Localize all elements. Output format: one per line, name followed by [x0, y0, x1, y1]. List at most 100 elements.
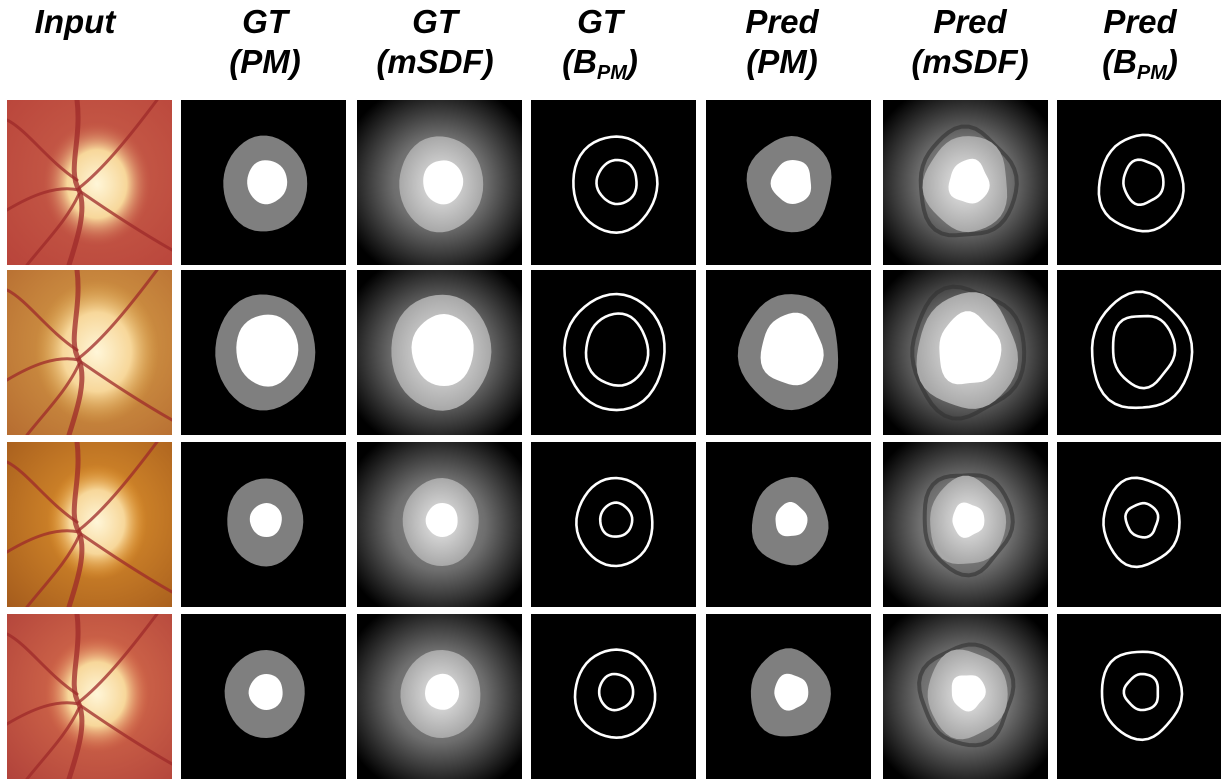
tile-sample-1-col5 — [706, 100, 871, 265]
boundary-background — [1057, 100, 1221, 265]
blood-vessel — [7, 632, 79, 696]
tile-sample-2-col5 — [706, 270, 871, 435]
tile-sample-2-col7 — [1057, 270, 1221, 435]
column-header-5: Pred (PM) — [692, 2, 872, 82]
tile-sample-1-col7 — [1057, 100, 1221, 265]
optic-disc-boundary — [573, 648, 657, 740]
blood-vessel — [25, 192, 81, 265]
optic-cup-distance — [411, 314, 474, 386]
optic-cup-distance — [425, 673, 460, 710]
column-header-closing-paren: ) — [626, 43, 638, 80]
optic-disc-boundary — [563, 292, 666, 412]
optic-cup-boundary — [1124, 501, 1160, 539]
tile-sample-3-col2 — [181, 442, 346, 607]
optic-cup-boundary — [595, 158, 638, 206]
blood-vessel — [25, 534, 81, 607]
column-header-line1: Pred — [933, 3, 1007, 40]
optic-cup-region — [760, 312, 824, 386]
optic-cup-distance — [948, 158, 990, 204]
column-header-6: Pred (mSDF) — [880, 2, 1060, 82]
column-header-line2: (mSDF) — [345, 42, 525, 82]
column-header-line2-text: (PM) — [746, 43, 818, 80]
tile-sample-3-col5 — [706, 442, 871, 607]
tile-sample-2-col1 — [7, 270, 172, 435]
column-header-line1: GT — [412, 3, 458, 40]
blood-vessel — [7, 357, 81, 382]
boundary-background — [531, 100, 696, 265]
tile-sample-1-col4 — [531, 100, 696, 265]
optic-cup-region — [770, 160, 812, 204]
tile-sample-3-col6 — [883, 442, 1048, 607]
boundary-background — [531, 270, 696, 435]
tile-sample-4-col5 — [706, 614, 871, 779]
column-header-7: Pred (BPM) — [1050, 2, 1221, 83]
blood-vessel — [7, 701, 81, 726]
blood-vessel — [79, 704, 172, 766]
optic-cup-boundary — [1122, 672, 1160, 712]
tile-sample-1-col1 — [7, 100, 172, 265]
blood-vessel — [7, 529, 81, 554]
column-header-line1: GT — [577, 3, 623, 40]
tile-sample-4-col1 — [7, 614, 172, 779]
optic-cup-boundary — [598, 501, 634, 538]
column-header-line2-text: (B — [562, 43, 597, 80]
blood-vessel — [7, 288, 79, 352]
optic-disc — [43, 122, 151, 246]
tile-sample-4-col6 — [883, 614, 1048, 779]
column-header-line1: GT — [242, 3, 288, 40]
distance-field-artifact — [917, 642, 1016, 748]
blood-vessel — [77, 614, 159, 704]
optic-cup-boundary — [597, 672, 635, 712]
optic-cup-boundary — [1111, 314, 1177, 390]
optic-disc-boundary — [1100, 650, 1184, 742]
distance-field-artifact — [918, 124, 1019, 238]
tile-sample-2-col3 — [357, 270, 522, 435]
optic-cup-distance — [951, 675, 986, 712]
boundary-background — [531, 614, 696, 779]
column-header-line2-text: (B — [1102, 43, 1137, 80]
tile-sample-3-col4 — [531, 442, 696, 607]
tile-sample-2-col4 — [531, 270, 696, 435]
blood-vessel — [77, 100, 159, 190]
optic-cup-region — [248, 674, 283, 710]
boundary-background — [531, 442, 696, 607]
optic-cup-region — [774, 673, 809, 711]
optic-disc-boundary — [572, 135, 659, 235]
column-header-3: GT (mSDF) — [345, 2, 525, 82]
tile-sample-3-col1 — [7, 442, 172, 607]
blood-vessel — [7, 187, 81, 212]
blood-vessel — [79, 360, 172, 422]
column-header-line2-text: (PM) — [229, 43, 301, 80]
optic-disc-boundary — [1102, 476, 1181, 569]
column-header-line1: Input — [34, 3, 116, 40]
blood-vessel — [79, 532, 172, 594]
column-header-2: GT (PM) — [175, 2, 355, 82]
optic-cup-region — [236, 314, 299, 387]
tile-sample-4-col3 — [357, 614, 522, 779]
tile-sample-4-col7 — [1057, 614, 1221, 779]
column-header-line2: (PM) — [692, 42, 872, 82]
blood-vessel — [7, 460, 79, 524]
column-header-1: Input — [0, 2, 165, 42]
tile-sample-1-col3 — [357, 100, 522, 265]
optic-cup-distance — [423, 160, 464, 205]
tile-sample-1-col2 — [181, 100, 346, 265]
optic-disc-boundary — [575, 476, 654, 568]
blood-vessel — [77, 270, 159, 360]
column-header-line1: Pred — [745, 3, 819, 40]
optic-cup-boundary — [1122, 158, 1165, 206]
tile-sample-4-col4 — [531, 614, 696, 779]
optic-cup-region — [249, 503, 282, 537]
blood-vessel — [25, 362, 81, 435]
tile-sample-1-col6 — [883, 100, 1048, 265]
optic-cup-region — [775, 502, 808, 537]
boundary-background — [1057, 614, 1221, 779]
column-header-line1: Pred — [1103, 3, 1177, 40]
tile-sample-4-col2 — [181, 614, 346, 779]
optic-cup-distance — [425, 503, 458, 537]
optic-disc — [45, 636, 149, 752]
optic-cup-distance — [952, 502, 985, 538]
distance-field-artifact — [910, 284, 1027, 421]
tile-sample-3-col7 — [1057, 442, 1221, 607]
blood-vessel — [77, 442, 159, 532]
